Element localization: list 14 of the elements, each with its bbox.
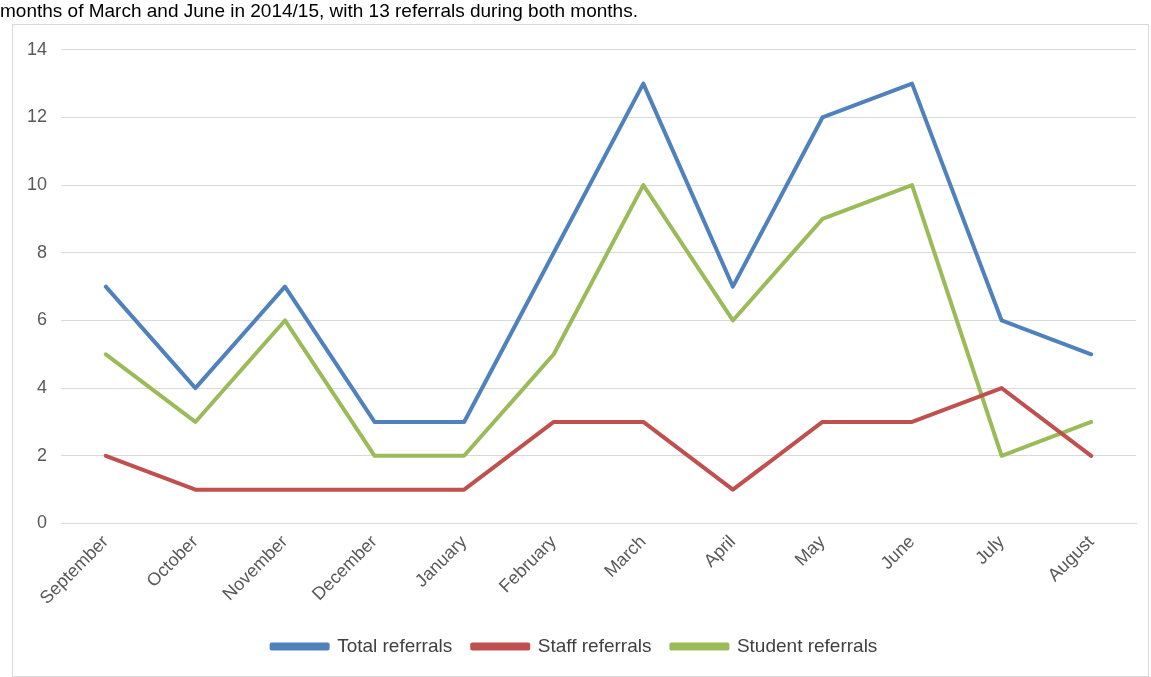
y-tick-label: 2	[37, 444, 48, 465]
y-tick-label: 0	[37, 512, 48, 533]
x-tick-label: July	[971, 531, 1008, 569]
x-tick-label: May	[790, 531, 829, 570]
y-tick-label: 14	[26, 38, 48, 59]
y-tick-label: 6	[37, 309, 48, 330]
y-tick-label: 10	[26, 174, 48, 195]
text: months of March and June in 2014/15, with 13 referrals during both months.	[0, 0, 638, 22]
legend-label: Student referrals	[736, 634, 878, 656]
legend-label: Total referrals	[337, 634, 453, 656]
y-tick-label: 12	[26, 106, 48, 127]
y-tick-label: 4	[37, 377, 48, 398]
legend-label: Staff referrals	[537, 634, 652, 656]
y-tick-label: 8	[37, 241, 48, 262]
